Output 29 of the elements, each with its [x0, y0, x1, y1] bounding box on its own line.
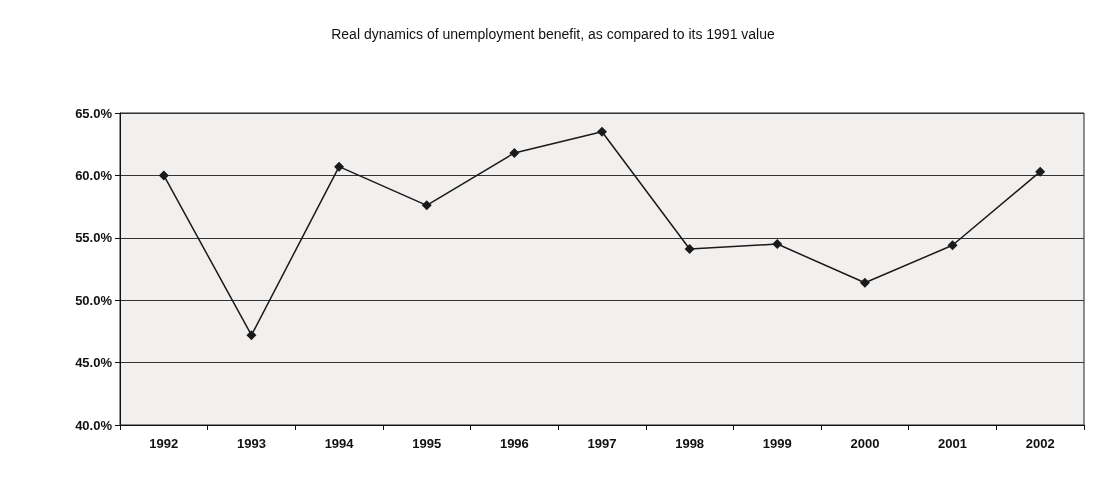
point — [334, 161, 345, 172]
y-tick-label: 60.0% — [75, 167, 113, 183]
x-tick-label: 1996 — [499, 436, 529, 451]
y-tick-label: 65.0% — [75, 105, 113, 121]
point — [772, 239, 783, 250]
point — [1035, 166, 1046, 177]
x-tick-label: 1998 — [675, 436, 705, 451]
x-tick-label: 1997 — [587, 436, 617, 451]
y-tick-label: 55.0% — [75, 230, 113, 246]
point — [684, 244, 695, 255]
x-tick-label: 1995 — [412, 436, 442, 451]
point — [859, 277, 870, 288]
x-tick-label: 2000 — [850, 436, 880, 451]
point — [947, 240, 958, 251]
chart-title: Real dynamics of unemployment benefit, as compared to its 1991 value — [331, 26, 775, 42]
x-tick-label: 1999 — [762, 436, 792, 451]
y-tick-label: 40.0% — [75, 417, 113, 433]
y-tick-label: 45.0% — [75, 355, 113, 371]
x-tick-label: 1992 — [149, 436, 179, 451]
x-tick-label: 1993 — [236, 436, 266, 451]
x-tick-label: 2002 — [1025, 436, 1055, 451]
x-tick-label: 1994 — [324, 436, 355, 451]
point — [597, 126, 607, 137]
x-tick-label: 2001 — [938, 436, 968, 451]
point — [509, 147, 520, 158]
y-tick-label: 50.0% — [75, 292, 113, 308]
point — [421, 200, 432, 211]
point — [158, 170, 169, 181]
point — [246, 330, 257, 341]
